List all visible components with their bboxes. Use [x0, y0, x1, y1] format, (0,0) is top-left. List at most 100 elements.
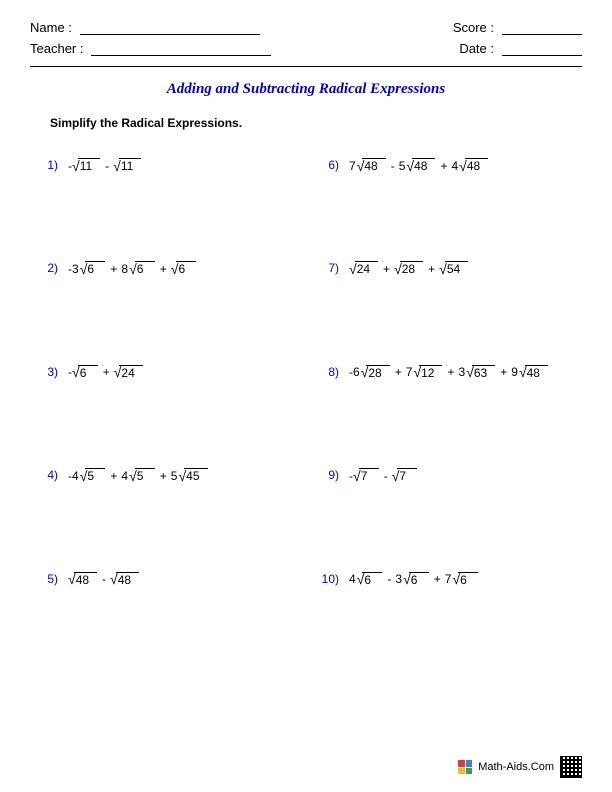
square-root: √6	[403, 572, 429, 587]
square-root: √6	[129, 261, 155, 276]
coefficient: 3	[459, 365, 466, 379]
square-root: √7	[392, 468, 418, 483]
instructions-text: Simplify the Radical Expressions.	[50, 116, 582, 130]
expression: -√11-√11	[68, 158, 141, 173]
expression: -4√5+4√5+5√45	[68, 468, 208, 483]
problem-row: 9)-√7-√7	[311, 468, 582, 483]
problem-number: 8)	[311, 365, 339, 379]
operator: +	[383, 262, 390, 276]
expression-term: -5√48	[387, 158, 436, 173]
expression-term: +7√6	[430, 572, 478, 587]
operator: -	[384, 469, 388, 483]
radicand: 48	[465, 158, 488, 173]
problem-number: 3)	[30, 365, 58, 379]
expression-term: -6√28	[349, 365, 390, 380]
score-label: Score :	[453, 20, 494, 35]
radicand: 11	[119, 158, 141, 173]
expression-term: +5√45	[156, 468, 208, 483]
date-field: Date :	[459, 41, 582, 56]
radicand: 5	[85, 468, 105, 483]
expression-term: -3√6	[383, 572, 428, 587]
footer-site: Math-Aids.Com	[478, 761, 554, 773]
radicand: 12	[419, 365, 442, 380]
expression-term: -√11	[68, 158, 100, 173]
radicand: 24	[119, 365, 142, 380]
problem-row: 3) -√6+√24	[30, 365, 301, 380]
square-root: √11	[72, 158, 100, 173]
expression-term: √24	[349, 261, 378, 276]
square-root: √12	[413, 365, 442, 380]
square-root: √28	[394, 261, 423, 276]
teacher-label: Teacher :	[30, 41, 83, 56]
radicand: 11	[78, 158, 100, 173]
expression-term: -√7	[380, 468, 418, 483]
expression-term: 7√48	[349, 158, 386, 173]
expression-term: +√54	[424, 261, 468, 276]
radicand: 45	[184, 468, 207, 483]
operator: +	[160, 469, 167, 483]
operator: +	[447, 365, 454, 379]
coefficient: 3	[395, 572, 402, 586]
problem-number: 4)	[30, 468, 58, 482]
square-root: √48	[110, 572, 139, 587]
date-input-line[interactable]	[502, 55, 582, 56]
expression: 7√48-5√48+4√48	[349, 158, 488, 173]
coefficient: 7	[406, 365, 413, 379]
square-root: √6	[171, 261, 197, 276]
teacher-input-line[interactable]	[91, 55, 271, 56]
coefficient: 5	[171, 469, 178, 483]
radicand: 48	[362, 158, 385, 173]
radicand: 63	[472, 365, 495, 380]
square-root: √24	[114, 365, 143, 380]
expression-term: +4√48	[436, 158, 488, 173]
radicand: 28	[366, 365, 389, 380]
name-input-line[interactable]	[80, 34, 260, 35]
problem-number: 2)	[30, 261, 58, 275]
expression: √24 + √28+√54	[349, 261, 468, 276]
problems-column-left: 1)-√11-√112)-3√6+8√6+√63)-√6+√244)-4√5+4…	[30, 158, 301, 675]
problem-row: 7)√24+√28+√54	[311, 261, 582, 276]
header-row-2: Teacher : Date :	[30, 41, 582, 56]
coefficient: 7	[445, 572, 452, 586]
square-root: √48	[357, 158, 386, 173]
square-root: √45	[178, 468, 207, 483]
teacher-field: Teacher :	[30, 41, 271, 56]
expression: -3√6+8√6+√6	[68, 261, 196, 276]
operator: -	[102, 572, 106, 586]
expression-term: -4√5	[68, 468, 105, 483]
radicand: 7	[359, 468, 379, 483]
operator: +	[500, 365, 507, 379]
expression-term: -√11	[101, 158, 141, 173]
operator: +	[110, 469, 117, 483]
square-root: √6	[80, 261, 106, 276]
square-root: √6	[452, 572, 478, 587]
problem-number: 9)	[311, 468, 339, 482]
logo-icon	[458, 760, 472, 774]
worksheet-page: Name : Score : Teacher : Date : Adding a…	[0, 0, 612, 792]
expression-term: +√24	[99, 365, 143, 380]
operator: -	[387, 572, 391, 586]
radicand: 6	[362, 572, 382, 587]
score-input-line[interactable]	[502, 34, 582, 35]
problem-row: 6)7√48-5√48+4√48	[311, 158, 582, 173]
expression-term: -3√6	[68, 261, 105, 276]
radicand: 6	[458, 572, 478, 587]
problems-container: 1)-√11-√112)-3√6+8√6+√63)-√6+√244)-4√5+4…	[30, 158, 582, 675]
problem-row: 4)-4√5+4√5+5√45	[30, 468, 301, 483]
square-root: √24	[349, 261, 378, 276]
square-root: √63	[466, 365, 495, 380]
expression-term: -√6	[68, 365, 98, 380]
footer: Math-Aids.Com	[458, 756, 582, 778]
coefficient: 4	[451, 159, 458, 173]
coefficient: 5	[399, 159, 406, 173]
problem-row: 1)-√11-√11	[30, 158, 301, 173]
coefficient: 9	[511, 365, 518, 379]
expression: -6√28+7√12+3√63+9√48	[349, 365, 548, 380]
radicand: 6	[78, 365, 98, 380]
score-field: Score :	[453, 20, 582, 35]
expression-term: -√7	[349, 468, 379, 483]
worksheet-title: Adding and Subtracting Radical Expressio…	[30, 81, 582, 98]
operator: +	[395, 365, 402, 379]
qr-code-icon	[560, 756, 582, 778]
coefficient: 7	[349, 159, 356, 173]
